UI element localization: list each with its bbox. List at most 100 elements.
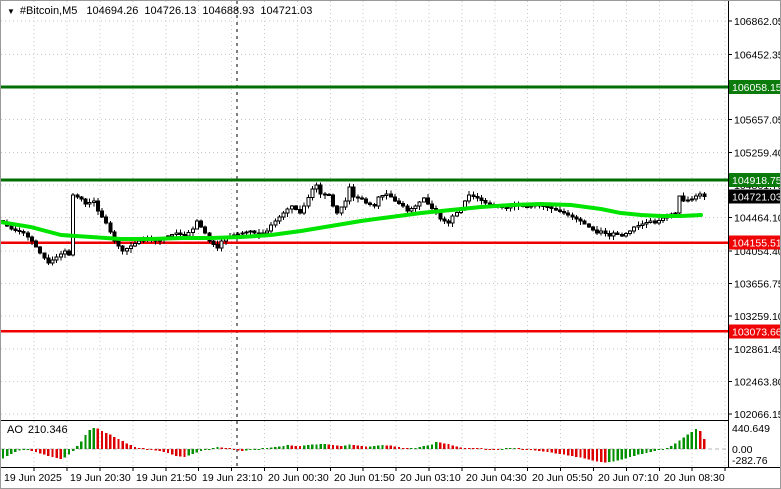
candle-body [368, 202, 373, 206]
time-label: 20 Jun 00:30 [268, 472, 329, 484]
candle-body [599, 230, 604, 234]
ao-bar [525, 449, 529, 450]
candle-body [38, 246, 43, 254]
time-label: 20 Jun 08:30 [664, 472, 725, 484]
candle-body [25, 232, 30, 238]
ao-bar [649, 449, 652, 452]
time-axis[interactable] [1, 468, 781, 489]
ao-bar [133, 447, 137, 449]
ao-indicator-name: AO [7, 424, 23, 436]
candle-body [67, 250, 71, 256]
ao-bar [14, 449, 17, 453]
ao-bar [653, 449, 656, 451]
ao-bar [472, 448, 475, 449]
candle-body [397, 200, 401, 204]
candle-body [644, 221, 649, 225]
ao-bar [335, 445, 339, 449]
chart-plot-area[interactable] [1, 1, 728, 421]
candle-body [578, 218, 583, 222]
candle-body [628, 230, 632, 234]
ao-bar [63, 449, 67, 458]
candle-body [335, 205, 340, 214]
ao-bar [694, 429, 698, 449]
ao-bar [521, 449, 524, 450]
candle-body [339, 206, 344, 214]
candle-body [479, 197, 484, 202]
price-tick-label: 106452.35 [734, 49, 781, 61]
candle-body [689, 198, 694, 201]
ao-bar [439, 442, 442, 449]
candle-body [302, 205, 307, 214]
time-label: 19 Jun 23:10 [202, 472, 263, 484]
candle-body [549, 206, 554, 209]
price-tick-label: 103259.10 [734, 311, 781, 323]
ao-bar [22, 449, 25, 451]
candle-body [21, 231, 26, 234]
candle-body [388, 193, 393, 198]
ao-bar [59, 449, 62, 459]
price-axis[interactable] [728, 1, 781, 468]
ao-bar [55, 449, 58, 459]
candle-body [310, 188, 315, 199]
ao-bar [34, 449, 38, 452]
ao-bar [377, 445, 380, 449]
ao-bar [154, 449, 157, 451]
candle-body [640, 223, 645, 227]
price-tick-label: 104464.10 [734, 212, 781, 224]
current-price-label: 104721.03 [732, 191, 781, 203]
ohlc-high-value: 104726.13 [144, 5, 197, 17]
ao-bar [113, 436, 116, 449]
candle-body [364, 198, 368, 204]
ao-bar [591, 449, 595, 461]
candle-body [574, 216, 579, 220]
ao-bar [595, 449, 599, 462]
candle-body [467, 194, 472, 202]
ao-bar [360, 446, 364, 449]
candle-body [269, 224, 274, 232]
candle-body [170, 234, 175, 237]
ao-bar [10, 449, 13, 454]
ohlc-open-value: 104694.26 [86, 5, 139, 17]
candle-body [582, 220, 587, 225]
ao-bar [224, 448, 227, 449]
ao-indicator-value: 210.346 [27, 424, 68, 436]
ao-bar [282, 445, 285, 449]
ao-bar [67, 449, 71, 455]
candle-body [425, 197, 430, 205]
ao-bar [604, 449, 607, 463]
candle-body [421, 197, 426, 203]
ao-bar [484, 449, 487, 450]
candle-body [384, 193, 389, 197]
ao-bar [397, 447, 401, 449]
ao-bar [88, 429, 91, 449]
support-price-label: 103073.66 [732, 326, 781, 338]
ao-bar [76, 446, 79, 449]
candle-body [603, 230, 608, 234]
candle-body [54, 256, 59, 261]
price-tick-label: 102463.80 [734, 376, 781, 388]
ao-bar [496, 449, 500, 450]
candle-body [562, 211, 566, 214]
ao-bar [47, 449, 50, 456]
candle-body [199, 220, 203, 228]
candle-body [133, 242, 137, 247]
ao-bar [265, 448, 269, 449]
ao-bar [410, 448, 413, 449]
candle-body [430, 203, 434, 210]
candle-body [277, 216, 282, 222]
ao-bar [109, 434, 112, 449]
ao-bar [637, 449, 640, 455]
ao-bar [476, 448, 479, 449]
candle-body [236, 233, 241, 236]
ao-bar [249, 449, 252, 450]
ao-panel-area[interactable] [1, 421, 728, 468]
ao-bar [451, 445, 454, 449]
candle-body [661, 217, 665, 222]
candle-body [632, 226, 637, 232]
candle-body [244, 231, 249, 234]
candle-body [17, 229, 22, 233]
symbol-dropdown-icon[interactable]: ▼ [7, 7, 15, 16]
candle-body [265, 230, 269, 234]
